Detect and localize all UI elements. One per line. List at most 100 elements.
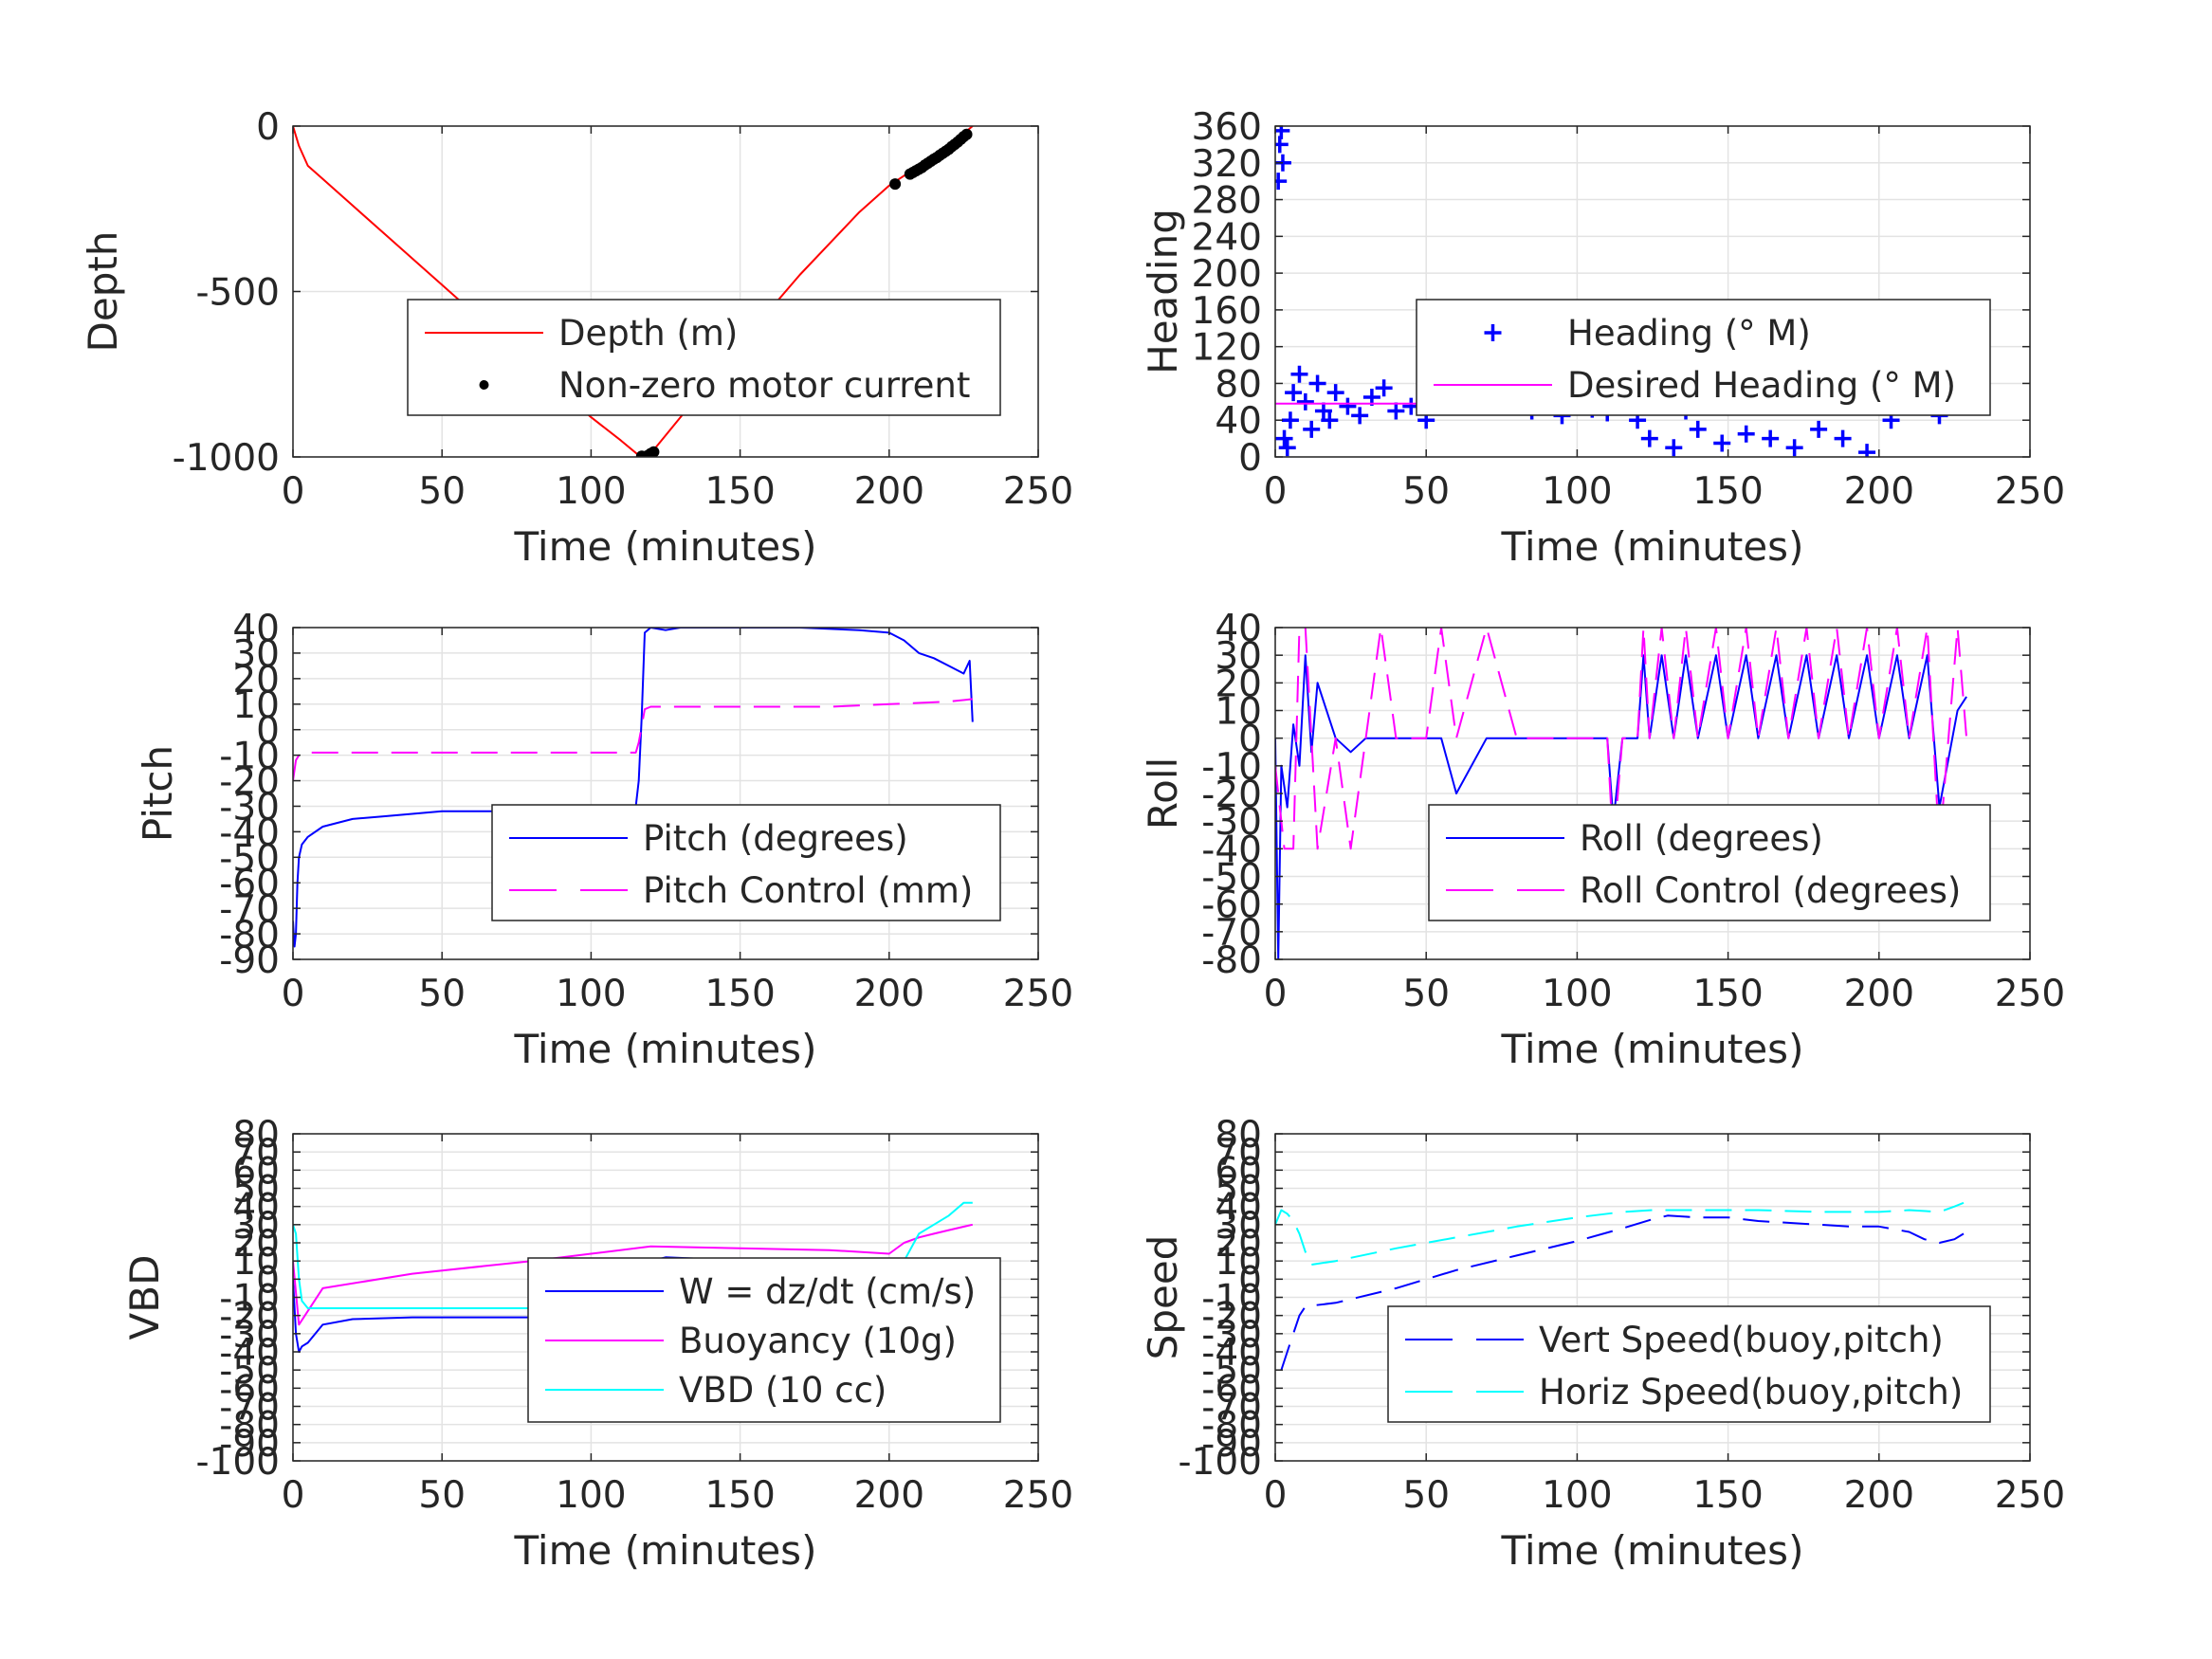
x-tick-label: 0 bbox=[1264, 973, 1288, 1015]
y-tick-label: -80 bbox=[219, 914, 280, 957]
legend-box bbox=[491, 804, 1001, 921]
x-tick-label: 150 bbox=[1692, 1474, 1763, 1517]
x-axis-label: Time (minutes) bbox=[1501, 523, 1804, 570]
y-tick-label: -50 bbox=[219, 1350, 280, 1393]
series-line bbox=[293, 698, 973, 781]
data-point bbox=[1351, 407, 1369, 425]
legend-label: Heading (° M) bbox=[1567, 313, 1811, 354]
y-tick-label: 280 bbox=[1192, 180, 1262, 223]
y-tick-label: -100 bbox=[1178, 1441, 1262, 1484]
x-tick-label: 50 bbox=[418, 1474, 466, 1517]
x-tick-label: 50 bbox=[418, 973, 466, 1015]
data-point bbox=[1737, 425, 1755, 443]
y-tick-label: -30 bbox=[1201, 801, 1262, 844]
x-tick-label: 150 bbox=[704, 973, 775, 1015]
data-point bbox=[1285, 384, 1303, 402]
y-tick-label: -20 bbox=[1201, 1296, 1262, 1339]
x-tick-label: 200 bbox=[1844, 470, 1914, 513]
subplot-depth: 0 50 100 150 200 250 -1000 -500 0 Time (minutes) D… bbox=[80, 106, 1073, 570]
legend-label: Pitch Control (mm) bbox=[643, 870, 973, 911]
subplot-heading: 0 50 100 150 200 2500408012016020024028032036… bbox=[1140, 106, 2065, 570]
x-tick-label: 250 bbox=[1003, 1474, 1073, 1517]
legend-label: Vert Speed(buoy,pitch) bbox=[1539, 1320, 1944, 1360]
y-axis-label: VBD bbox=[121, 1255, 168, 1340]
x-tick-label: 150 bbox=[1692, 470, 1763, 513]
legend: W = dz/dt (cm/s) Buoyancy (10g) VBD (10 cc… bbox=[527, 1257, 1001, 1423]
y-tick-label: -90 bbox=[1201, 1423, 1262, 1466]
data-point bbox=[1810, 420, 1828, 438]
x-tick-label: 0 bbox=[1264, 1474, 1288, 1517]
y-tick-label: 200 bbox=[1192, 253, 1262, 296]
legend-box bbox=[1387, 1305, 1991, 1423]
y-tick-label: 10 bbox=[1215, 1241, 1262, 1284]
y-tick-label: 30 bbox=[1215, 1205, 1262, 1248]
y-tick-label: 30 bbox=[232, 1205, 280, 1248]
data-point bbox=[1665, 439, 1683, 457]
x-tick-label: 0 bbox=[1264, 470, 1288, 513]
data-point bbox=[1314, 402, 1332, 420]
series-line bbox=[1275, 1201, 1965, 1266]
y-tick-label: -30 bbox=[219, 1314, 280, 1357]
legend-label: W = dz/dt (cm/s) bbox=[679, 1271, 976, 1312]
y-tick-label: -60 bbox=[1201, 1368, 1262, 1411]
y-tick-label: -80 bbox=[1201, 1405, 1262, 1448]
subplot-vbd: 0 50 100 150 200 250-100-90-80-70-60-50-40-30… bbox=[121, 1114, 1073, 1574]
y-tick-label: 0 bbox=[256, 710, 280, 753]
y-tick-label: -90 bbox=[219, 1423, 280, 1466]
y-tick-label: -70 bbox=[219, 888, 280, 931]
y-tick-label: 360 bbox=[1192, 106, 1262, 149]
y-tick-label: -40 bbox=[219, 1332, 280, 1375]
y-tick-label: 20 bbox=[1215, 1223, 1262, 1266]
y-tick-label: -80 bbox=[219, 1405, 280, 1448]
x-tick-label: 0 bbox=[282, 1474, 305, 1517]
series-group bbox=[293, 628, 974, 948]
y-tick-label: 40 bbox=[232, 608, 280, 650]
y-tick-label: -70 bbox=[1201, 912, 1262, 955]
legend-label: Horiz Speed(buoy,pitch) bbox=[1539, 1372, 1963, 1413]
legend: Vert Speed(buoy,pitch) Horiz Speed(buoy,p… bbox=[1387, 1305, 1991, 1423]
legend-label: Buoyancy (10g) bbox=[679, 1321, 957, 1361]
y-tick-label: -50 bbox=[219, 837, 280, 880]
y-tick-label: 0 bbox=[1238, 437, 1262, 480]
legend-box bbox=[407, 299, 1001, 416]
y-tick-label: 80 bbox=[1215, 363, 1262, 406]
y-tick-label: 50 bbox=[1215, 1169, 1262, 1212]
data-point bbox=[889, 178, 902, 191]
legend-label: Roll Control (degrees) bbox=[1580, 870, 1961, 911]
data-point bbox=[1375, 379, 1393, 397]
series-line bbox=[1275, 654, 1967, 959]
y-tick-label: 70 bbox=[1215, 1132, 1262, 1175]
data-point bbox=[1387, 402, 1405, 420]
axes-box bbox=[1274, 125, 2031, 458]
data-point bbox=[1834, 429, 1852, 447]
series-line bbox=[1280, 1214, 1965, 1371]
y-tick-label: 70 bbox=[232, 1132, 280, 1175]
x-tick-label: 0 bbox=[282, 973, 305, 1015]
y-tick-label: 60 bbox=[1215, 1150, 1262, 1193]
y-axis-label: Speed bbox=[1140, 1235, 1186, 1360]
data-point bbox=[960, 128, 973, 140]
data-point bbox=[1785, 439, 1803, 457]
data-point bbox=[1278, 439, 1296, 457]
y-tick-label: 120 bbox=[1192, 327, 1262, 370]
x-tick-label: 250 bbox=[1003, 470, 1073, 513]
legend-label: Roll (degrees) bbox=[1580, 818, 1823, 859]
y-tick-label: -20 bbox=[219, 1296, 280, 1339]
y-tick-label: 20 bbox=[232, 659, 280, 702]
y-tick-label: -1000 bbox=[173, 437, 280, 480]
y-tick-label: -100 bbox=[195, 1441, 280, 1484]
legend-box bbox=[1428, 804, 1991, 921]
y-tick-label: -60 bbox=[219, 1368, 280, 1411]
y-tick-label: -70 bbox=[1201, 1387, 1262, 1430]
x-tick-label: 250 bbox=[1995, 973, 2065, 1015]
x-tick-label: 50 bbox=[418, 470, 466, 513]
legend: Depth (m) Non-zero motor current bbox=[407, 299, 1001, 416]
x-tick-label: 100 bbox=[556, 1474, 626, 1517]
y-tick-label: 0 bbox=[1238, 1259, 1262, 1302]
y-tick-label: -60 bbox=[219, 863, 280, 905]
x-tick-label: 200 bbox=[854, 470, 924, 513]
x-tick-label: 50 bbox=[1402, 470, 1450, 513]
x-axis-label: Time (minutes) bbox=[1501, 1527, 1804, 1574]
y-tick-label: 0 bbox=[256, 1259, 280, 1302]
y-tick-label: 240 bbox=[1192, 216, 1262, 259]
